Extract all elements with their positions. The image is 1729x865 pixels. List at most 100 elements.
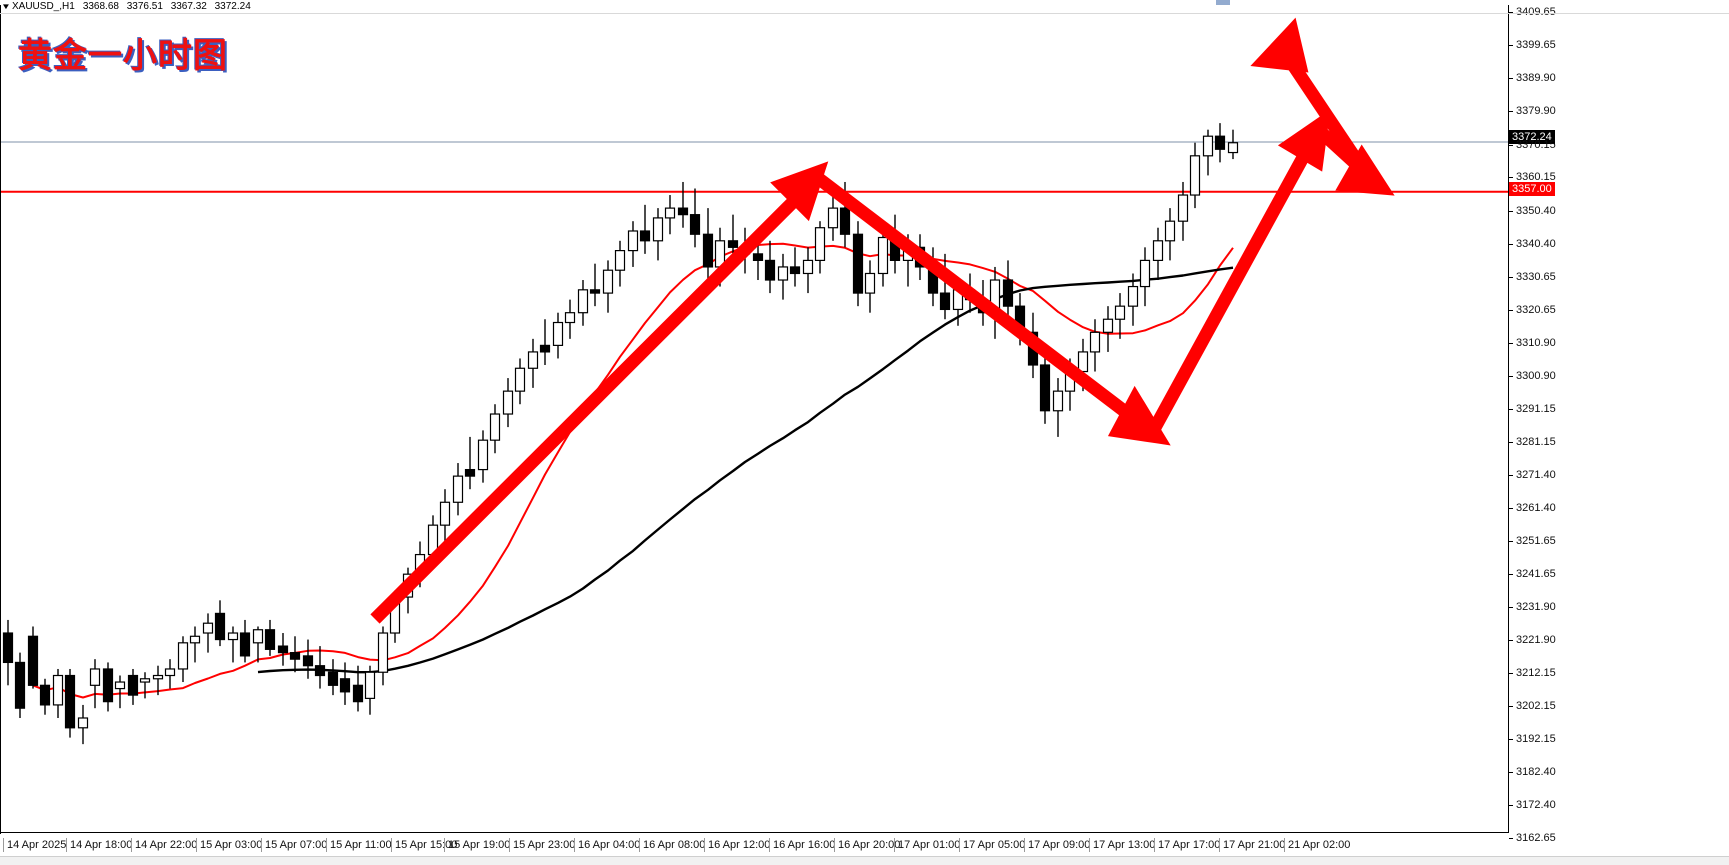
candle-body-bearish: [764, 259, 776, 281]
candle-body-bullish: [1064, 370, 1076, 392]
candle-body-bullish: [189, 635, 201, 644]
price-tick: 3221.90: [1509, 634, 1556, 646]
time-tick-label: 15 Apr 11:00: [326, 838, 392, 852]
tick-mark-icon: [1509, 11, 1513, 13]
candle-body-bearish: [752, 253, 764, 262]
candlestick: [927, 247, 939, 307]
price-scale[interactable]: 3409.65 3399.65 3389.90 3379.90 3372.243370.…: [1509, 0, 1729, 844]
price-tick-label: 3340.40: [1516, 238, 1556, 251]
ohlc-low: 3367.32: [170, 1, 207, 12]
price-tick-label: 3221.90: [1516, 634, 1556, 647]
candle-body-bullish: [952, 289, 964, 311]
candlestick: [252, 626, 264, 663]
price-tick: 3399.65: [1509, 39, 1556, 51]
candle-body-bearish: [64, 674, 76, 729]
candle-body-bearish: [639, 230, 651, 242]
candle-body-bullish: [377, 632, 389, 673]
price-tick-label: 3360.15: [1516, 171, 1556, 184]
tick-mark-icon: [1509, 441, 1513, 443]
ohlc-values: 3368.68 3376.51 3367.32 3372.24: [83, 0, 256, 13]
price-tick-label: 3261.40: [1516, 502, 1556, 515]
tick-mark-icon: [1509, 804, 1513, 806]
candlestick: [302, 639, 314, 679]
candle-body-bullish: [227, 632, 239, 641]
tick-mark-icon: [1509, 738, 1513, 740]
tick-mark-icon: [1509, 276, 1513, 278]
candle-body-bearish: [289, 652, 301, 660]
price-chart-plot[interactable]: [0, 5, 1509, 833]
tick-mark-icon: [1509, 110, 1513, 112]
candle-body-bullish: [1227, 142, 1239, 154]
price-tick-label: 3310.90: [1516, 337, 1556, 350]
tick-mark-icon: [1509, 672, 1513, 674]
candle-body-bullish: [664, 207, 676, 219]
candle-body-bullish: [1102, 318, 1114, 333]
candle-body-bearish: [914, 246, 926, 268]
price-tick-label: 3231.90: [1516, 601, 1556, 614]
chevron-down-icon[interactable]: ▼: [1, 2, 11, 11]
candle-body-bullish: [564, 312, 576, 324]
time-tick-label: 15 Apr 03:00: [196, 838, 262, 852]
candlestick: [77, 704, 89, 745]
candlestick: [239, 619, 251, 663]
candlestick: [1027, 312, 1039, 379]
tick-mark-icon: [1509, 507, 1513, 509]
price-tick: 3172.40: [1509, 799, 1556, 811]
price-tick-label: 3370.15: [1516, 139, 1556, 152]
candle-body-bearish: [539, 344, 551, 353]
instrument-quote-bar: ▼ XAUUSD_,H1 3368.68 3376.51 3367.32 337…: [0, 0, 1729, 13]
candle-body-bullish: [1052, 390, 1064, 412]
candlestick: [127, 668, 139, 705]
candlestick: [202, 613, 214, 653]
candle-body-bullish: [114, 681, 126, 690]
candle-body-bearish: [339, 678, 351, 693]
scroll-marker[interactable]: [1216, 0, 1230, 5]
time-tick-label: 15 Apr 23:00: [509, 838, 575, 852]
candlestick: [339, 662, 351, 705]
time-tick-label: 17 Apr 21:00: [1219, 838, 1285, 852]
candlestick: [1064, 358, 1076, 411]
candlestick: [1189, 142, 1201, 209]
candle-body-bearish: [977, 299, 989, 314]
time-scale[interactable]: 14 Apr 2025 14 Apr 18:00 14 Apr 22:00 15 Ap…: [0, 834, 1509, 856]
candle-body-bearish: [1214, 135, 1226, 150]
candle-body-bullish: [414, 553, 426, 575]
candle-body-bullish: [1139, 259, 1151, 288]
candlestick: [514, 358, 526, 405]
candlestick: [1202, 129, 1214, 176]
candle-body-bearish: [1039, 364, 1051, 412]
candle-body-bullish: [164, 668, 176, 677]
candle-body-bullish: [1089, 331, 1101, 353]
tick-mark-icon: [1509, 210, 1513, 212]
candlestick: [114, 675, 126, 709]
price-tick: 3231.90: [1509, 601, 1556, 613]
candlestick: [364, 665, 376, 715]
candlestick: [452, 463, 464, 516]
candlestick: [39, 678, 51, 715]
time-tick-label: 16 Apr 20:00: [834, 838, 900, 852]
candle-body-bullish: [514, 367, 526, 392]
candlestick: [852, 221, 864, 307]
candle-body-bearish: [27, 635, 39, 686]
candlestick: [389, 590, 401, 643]
candlestick: [402, 567, 414, 614]
time-tick-label: 16 Apr 04:00: [574, 838, 640, 852]
time-tick-label: 14 Apr 18:00: [66, 838, 132, 852]
price-tick: 3330.65: [1509, 271, 1556, 283]
time-tick-label: 14 Apr 22:00: [131, 838, 197, 852]
candle-body-bearish: [464, 468, 476, 477]
candle-body-bearish: [39, 684, 51, 706]
price-tick-label: 3162.65: [1516, 832, 1556, 845]
candle-body-bearish: [314, 665, 326, 677]
candle-body-bearish: [277, 645, 289, 654]
tick-mark-icon: [1509, 375, 1513, 377]
candle-body-bullish: [489, 413, 501, 441]
candle-body-bearish: [1014, 305, 1026, 333]
tick-mark-icon: [1509, 408, 1513, 410]
candle-body-bullish: [814, 227, 826, 262]
candlestick: [702, 208, 714, 281]
time-tick-label: 21 Apr 02:00: [1284, 838, 1350, 852]
time-tick-label: 15 Apr 07:00: [261, 838, 327, 852]
candlestick: [177, 636, 189, 683]
ohlc-close: 3372.24: [214, 1, 251, 12]
